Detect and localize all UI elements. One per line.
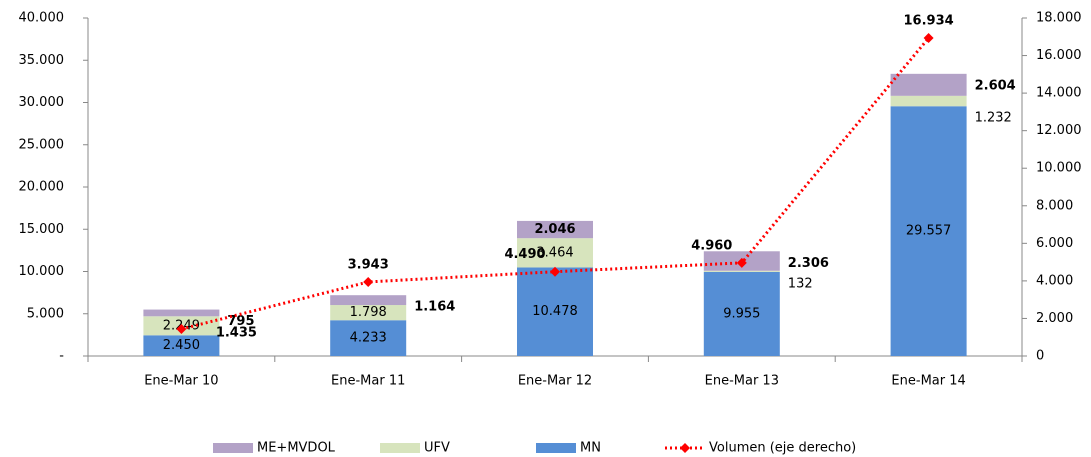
bar-value-label: 10.478: [532, 304, 578, 319]
bar-segment: [890, 95, 967, 107]
line-marker: [736, 257, 747, 268]
y2-tick-label: 14.000: [1036, 86, 1082, 101]
line-value-label: 4.490: [504, 247, 545, 262]
bar-segment: [890, 106, 967, 356]
line-marker: [923, 33, 934, 44]
line-value-label: 4.960: [691, 238, 732, 253]
y-tick-label: 20.000: [19, 180, 65, 195]
bar-value-label: 1.164: [414, 300, 455, 315]
bar-segment: [517, 267, 593, 356]
line-marker: [176, 324, 187, 335]
bar-segment: [703, 270, 780, 272]
y2-tick-label: 12.000: [1036, 123, 1082, 138]
x-tick-label: Ene-Mar 13: [705, 374, 779, 389]
legend-label: ME+MVDOL: [257, 441, 336, 456]
y-tick-label: 30.000: [19, 95, 65, 110]
bar-value-label: 1.232: [975, 111, 1012, 126]
bar-segment: [890, 73, 967, 96]
y-tick-label: 15.000: [19, 222, 65, 237]
y-tick-label: 5.000: [27, 306, 64, 321]
line-marker: [363, 276, 374, 287]
bar-segment: [517, 220, 593, 239]
y-tick-label: 10.000: [19, 264, 65, 279]
bar-value-label: 2.450: [163, 338, 200, 353]
bar-segment: [143, 335, 220, 356]
x-tick-label: Ene-Mar 10: [144, 374, 218, 389]
bar-segment: [517, 238, 593, 268]
bar-segment: [330, 295, 407, 306]
bar-segment: [703, 271, 780, 356]
legend-label: MN: [580, 441, 601, 456]
bar-value-label: 29.557: [906, 224, 952, 239]
y-tick-label: -: [59, 349, 64, 364]
bar-value-label: 1.798: [350, 305, 387, 320]
y-tick-label: 40.000: [19, 11, 65, 26]
y2-tick-label: 8.000: [1036, 198, 1073, 213]
line-value-label: 3.943: [348, 257, 389, 272]
bar-segment: [330, 320, 407, 356]
x-tick-label: Ene-Mar 11: [331, 374, 405, 389]
legend-label: UFV: [424, 441, 450, 456]
bar-value-label: 132: [788, 276, 813, 291]
bar-segment: [330, 305, 407, 321]
y2-tick-label: 4.000: [1036, 273, 1073, 288]
y-tick-label: 35.000: [19, 53, 65, 68]
line-value-label: 16.934: [904, 14, 954, 29]
line-marker: [550, 266, 560, 277]
bar-value-label: 4.233: [350, 331, 387, 346]
bar-value-label: 795: [227, 314, 254, 329]
y2-tick-label: 0: [1036, 349, 1044, 364]
y2-tick-label: 10.000: [1036, 161, 1082, 176]
bar-value-label: 3.464: [536, 245, 573, 260]
y-tick-label: 25.000: [19, 137, 65, 152]
bar-segment: [143, 309, 220, 317]
x-tick-label: Ene-Mar 12: [518, 374, 592, 389]
bar-value-label: 9.955: [723, 306, 760, 321]
bar-value-label: 2.604: [975, 78, 1016, 93]
bar-value-label: 2.046: [534, 222, 575, 237]
y2-tick-label: 18.000: [1036, 11, 1082, 26]
y2-tick-label: 2.000: [1036, 311, 1073, 326]
y2-tick-label: 16.000: [1036, 48, 1082, 63]
legend-swatch: [536, 443, 576, 453]
legend-swatch: [380, 443, 420, 453]
legend-swatch: [680, 443, 690, 453]
legend-swatch: [213, 443, 253, 453]
bar-value-label: 2.306: [788, 256, 829, 271]
line-value-label: 1.435: [216, 326, 257, 341]
y2-tick-label: 6.000: [1036, 236, 1073, 251]
legend-label: Volumen (eje derecho): [709, 441, 856, 456]
x-tick-label: Ene-Mar 14: [891, 374, 965, 389]
